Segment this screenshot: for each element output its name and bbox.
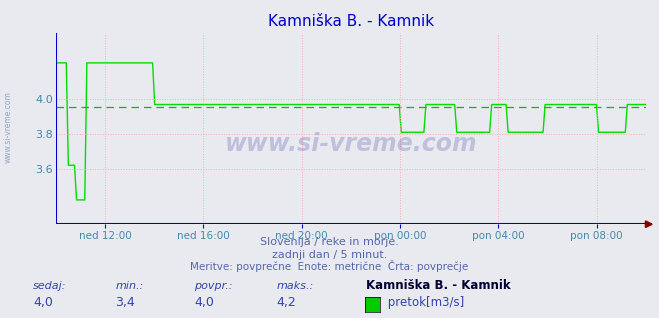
Text: maks.:: maks.:	[277, 281, 314, 291]
Text: zadnji dan / 5 minut.: zadnji dan / 5 minut.	[272, 250, 387, 259]
Text: 4,0: 4,0	[33, 296, 53, 309]
Text: povpr.:: povpr.:	[194, 281, 233, 291]
Text: pretok[m3/s]: pretok[m3/s]	[384, 296, 464, 309]
Text: 4,2: 4,2	[277, 296, 297, 309]
Text: www.si-vreme.com: www.si-vreme.com	[3, 91, 13, 163]
Text: Kamniška B. - Kamnik: Kamniška B. - Kamnik	[366, 280, 510, 292]
Text: 4,0: 4,0	[194, 296, 214, 309]
Title: Kamniška B. - Kamnik: Kamniška B. - Kamnik	[268, 14, 434, 30]
Text: Meritve: povprečne  Enote: metrične  Črta: povprečje: Meritve: povprečne Enote: metrične Črta:…	[190, 260, 469, 272]
Text: min.:: min.:	[115, 281, 144, 291]
Text: sedaj:: sedaj:	[33, 281, 67, 291]
Text: Slovenija / reke in morje.: Slovenija / reke in morje.	[260, 238, 399, 247]
Text: 3,4: 3,4	[115, 296, 135, 309]
Text: www.si-vreme.com: www.si-vreme.com	[225, 132, 477, 156]
